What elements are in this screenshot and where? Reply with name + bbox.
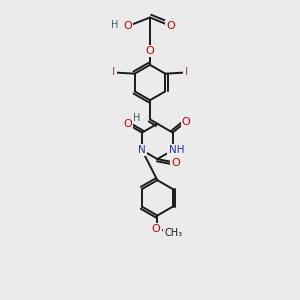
Text: H: H bbox=[111, 20, 118, 30]
Text: I: I bbox=[184, 68, 188, 77]
Text: O: O bbox=[124, 21, 132, 31]
Text: O: O bbox=[152, 224, 161, 234]
Text: O: O bbox=[146, 46, 154, 56]
Text: O: O bbox=[171, 158, 180, 168]
Text: H: H bbox=[133, 113, 140, 123]
Text: O: O bbox=[167, 21, 175, 31]
Text: I: I bbox=[112, 68, 116, 77]
Text: N: N bbox=[138, 145, 146, 155]
Text: CH₃: CH₃ bbox=[164, 228, 182, 238]
Text: NH: NH bbox=[169, 145, 184, 155]
Text: O: O bbox=[123, 119, 132, 129]
Text: O: O bbox=[182, 116, 190, 127]
